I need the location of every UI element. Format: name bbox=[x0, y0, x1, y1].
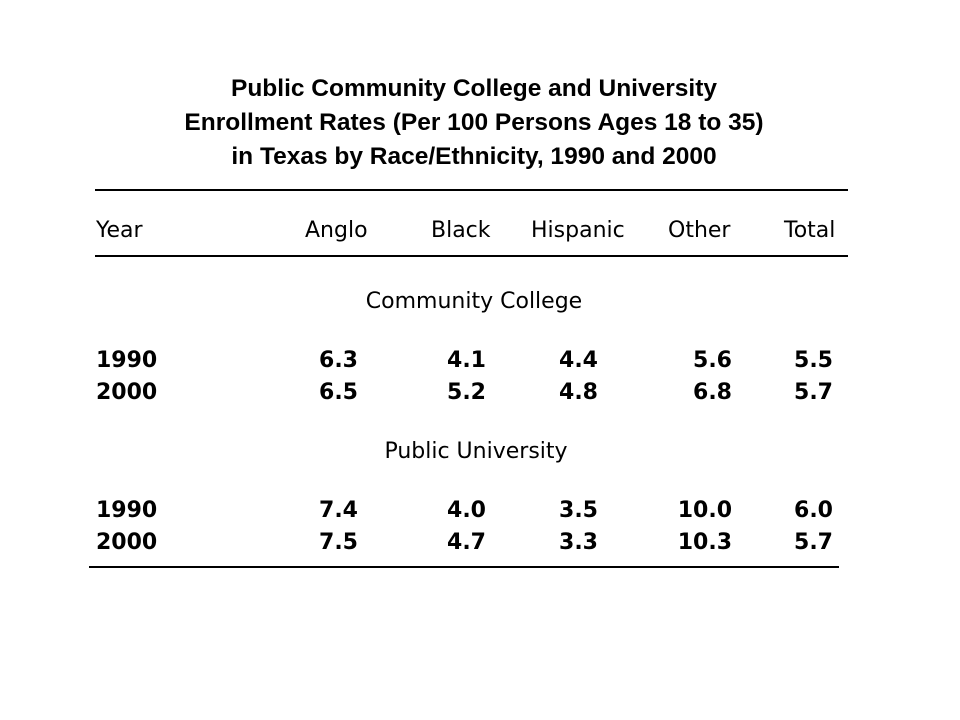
cell-hispanic: 4.8 bbox=[559, 380, 598, 405]
title-line-2: Enrollment Rates (Per 100 Persons Ages 1… bbox=[184, 109, 764, 136]
title-line-1: Public Community College and University bbox=[230, 75, 717, 102]
cell-anglo: 6.5 bbox=[319, 380, 358, 405]
cell-anglo: 7.5 bbox=[319, 530, 358, 555]
cell-black: 5.2 bbox=[447, 380, 486, 405]
section-label-community-college: Community College bbox=[365, 289, 583, 314]
cell-other: 10.3 bbox=[677, 530, 732, 555]
cell-total: 5.7 bbox=[794, 380, 833, 405]
cell-hispanic: 3.5 bbox=[559, 498, 598, 523]
section-label-public-university: Public University bbox=[384, 439, 568, 464]
cell-anglo: 6.3 bbox=[319, 348, 358, 373]
cell-year: 1990 bbox=[96, 348, 158, 373]
table-header-row: Year Anglo Black Hispanic Other Total bbox=[0, 219, 960, 243]
header-other: Other bbox=[668, 218, 731, 243]
header-total: Total bbox=[784, 218, 836, 243]
header-anglo: Anglo bbox=[305, 218, 368, 243]
cell-black: 4.7 bbox=[447, 530, 486, 555]
table-row: 1990 6.3 4.1 4.4 5.6 5.5 bbox=[0, 349, 960, 373]
title-line-3: in Texas by Race/Ethnicity, 1990 and 200… bbox=[231, 143, 717, 170]
cell-other: 5.6 bbox=[693, 348, 732, 373]
cell-anglo: 7.4 bbox=[319, 498, 358, 523]
cell-year: 1990 bbox=[96, 498, 158, 523]
header-hispanic: Hispanic bbox=[531, 218, 625, 243]
cell-total: 6.0 bbox=[794, 498, 833, 523]
cell-other: 10.0 bbox=[677, 498, 732, 523]
table-top-rule bbox=[95, 189, 848, 191]
cell-year: 2000 bbox=[96, 530, 158, 555]
table-row: 1990 7.4 4.0 3.5 10.0 6.0 bbox=[0, 499, 960, 523]
header-year: Year bbox=[96, 218, 143, 243]
cell-total: 5.5 bbox=[794, 348, 833, 373]
cell-black: 4.1 bbox=[447, 348, 486, 373]
table-row: 2000 6.5 5.2 4.8 6.8 5.7 bbox=[0, 381, 960, 405]
cell-hispanic: 3.3 bbox=[559, 530, 598, 555]
slide-title: Public Community College and University … bbox=[0, 72, 948, 174]
cell-black: 4.0 bbox=[447, 498, 486, 523]
table-header-rule bbox=[95, 255, 848, 257]
table-row: 2000 7.5 4.7 3.3 10.3 5.7 bbox=[0, 531, 960, 555]
cell-other: 6.8 bbox=[693, 380, 732, 405]
table-bottom-rule bbox=[89, 566, 839, 568]
header-black: Black bbox=[431, 218, 491, 243]
cell-year: 2000 bbox=[96, 380, 158, 405]
cell-hispanic: 4.4 bbox=[559, 348, 598, 373]
cell-total: 5.7 bbox=[794, 530, 833, 555]
